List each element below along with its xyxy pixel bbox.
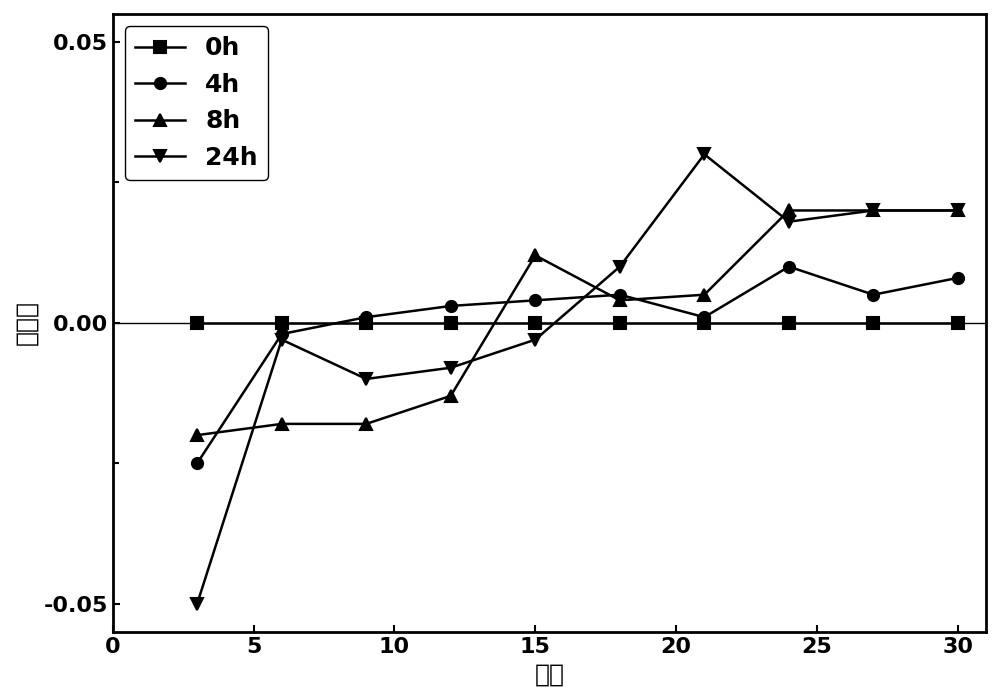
8h (529, 251, 541, 260)
8h (698, 290, 710, 299)
4h (783, 262, 795, 271)
0h (783, 318, 795, 327)
4h (276, 330, 288, 338)
Legend: 0h, 4h, 8h, 24h: 0h, 4h, 8h, 24h (125, 27, 268, 180)
4h (191, 459, 203, 468)
8h (276, 420, 288, 428)
24h (276, 335, 288, 344)
24h (783, 218, 795, 226)
0h (445, 318, 457, 327)
24h (191, 599, 203, 608)
0h (698, 318, 710, 327)
8h (783, 206, 795, 215)
Y-axis label: 偏差量: 偏差量 (14, 300, 38, 345)
4h (360, 313, 372, 321)
Line: 4h: 4h (192, 261, 963, 469)
0h (276, 318, 288, 327)
24h (614, 262, 626, 271)
24h (360, 374, 372, 383)
4h (614, 290, 626, 299)
8h (867, 206, 879, 215)
8h (191, 431, 203, 440)
0h (614, 318, 626, 327)
24h (445, 363, 457, 372)
8h (952, 206, 964, 215)
4h (698, 313, 710, 321)
X-axis label: 高度: 高度 (534, 662, 564, 686)
8h (614, 296, 626, 304)
0h (867, 318, 879, 327)
24h (529, 335, 541, 344)
0h (952, 318, 964, 327)
Line: 8h: 8h (192, 205, 963, 441)
8h (360, 420, 372, 428)
24h (698, 150, 710, 158)
4h (867, 290, 879, 299)
Line: 24h: 24h (192, 148, 963, 609)
0h (191, 318, 203, 327)
Line: 0h: 0h (192, 317, 963, 328)
24h (952, 206, 964, 215)
24h (867, 206, 879, 215)
4h (529, 296, 541, 304)
8h (445, 391, 457, 400)
4h (445, 302, 457, 310)
0h (360, 318, 372, 327)
4h (952, 274, 964, 282)
0h (529, 318, 541, 327)
